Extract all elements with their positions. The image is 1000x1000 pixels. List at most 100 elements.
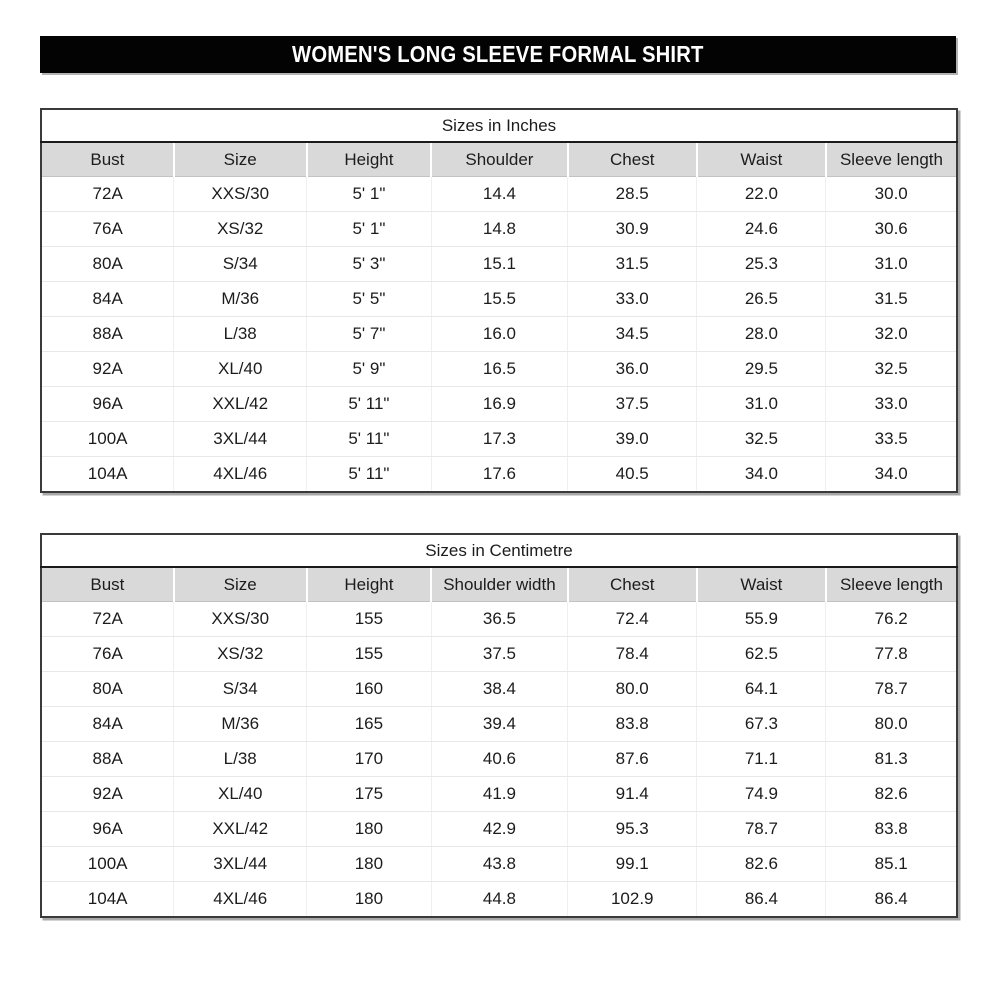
table-cell: 72A	[41, 176, 174, 212]
table-cell: 37.5	[430, 636, 568, 672]
table-row: 76A XS/32 5' 1" 14.8 30.9 24.6 30.6	[41, 211, 957, 247]
table-cell: 5' 9"	[306, 351, 432, 387]
table-cell: 95.3	[567, 811, 697, 847]
table-title-row: Sizes in Inches	[41, 109, 957, 143]
table-cell: XL/40	[173, 351, 307, 387]
table-row: 84A M/36 5' 5" 15.5 33.0 26.5 31.5	[41, 281, 957, 317]
table-cell: 180	[306, 846, 432, 882]
inches-table: Sizes in Inches Bust Size Height Shoulder Che…	[40, 108, 958, 493]
table-title: Sizes in Inches	[41, 109, 957, 143]
table-cell: 5' 11"	[306, 386, 432, 422]
table-cell: 76A	[41, 636, 174, 672]
table-row: 88A L/38 5' 7" 16.0 34.5 28.0 32.0	[41, 316, 957, 352]
column-header: Shoulder width	[430, 567, 569, 602]
sizes-in-inches-table: Sizes in Inches Bust Size Height Shoulder Che…	[40, 108, 958, 493]
table-cell: 5' 11"	[306, 456, 432, 492]
table-cell: 86.4	[696, 881, 826, 917]
table-cell: M/36	[173, 281, 307, 317]
table-cell: 41.9	[430, 776, 568, 812]
table-cell: 36.5	[430, 601, 568, 637]
table-cell: XXL/42	[173, 386, 307, 422]
title-banner: WOMEN'S LONG SLEEVE FORMAL SHIRT	[40, 36, 956, 73]
column-header-row: Bust Size Height Shoulder Chest Waist Sleeve l…	[41, 142, 957, 177]
table-cell: 67.3	[696, 706, 826, 742]
table-cell: 32.5	[696, 421, 826, 457]
table-cell: 32.5	[825, 351, 957, 387]
table-cell: 74.9	[696, 776, 826, 812]
table-cell: 31.0	[696, 386, 826, 422]
table-cell: 42.9	[430, 811, 568, 847]
table-cell: 36.0	[567, 351, 697, 387]
table-cell: 34.5	[567, 316, 697, 352]
table-row: 96A XXL/42 5' 11" 16.9 37.5 31.0 33.0	[41, 386, 957, 422]
table-cell: 15.1	[430, 246, 568, 282]
table-cell: 76.2	[825, 601, 957, 637]
table-cell: 155	[306, 601, 432, 637]
table-cell: 14.4	[430, 176, 568, 212]
table-cell: 104A	[41, 881, 174, 917]
column-header: Waist	[695, 142, 827, 177]
table-cell: 160	[306, 671, 432, 707]
table-cell: 80.0	[825, 706, 957, 742]
table-cell: XXL/42	[173, 811, 307, 847]
table-cell: 39.0	[567, 421, 697, 457]
table-cell: 64.1	[696, 671, 826, 707]
table-cell: 55.9	[696, 601, 826, 637]
table-cell: 77.8	[825, 636, 957, 672]
table-cell: L/38	[173, 741, 307, 777]
table-cell: 92A	[41, 351, 174, 387]
table-cell: 78.7	[696, 811, 826, 847]
table-cell: 82.6	[696, 846, 826, 882]
table-cell: 5' 3"	[306, 246, 432, 282]
table-cell: 44.8	[430, 881, 568, 917]
table-cell: 14.8	[430, 211, 568, 247]
table-cell: 78.4	[567, 636, 697, 672]
table-cell: 175	[306, 776, 432, 812]
table-cell: 84A	[41, 706, 174, 742]
table-cell: 104A	[41, 456, 174, 492]
column-header: Shoulder	[430, 142, 569, 177]
table-cell: 16.0	[430, 316, 568, 352]
table-cell: 43.8	[430, 846, 568, 882]
table-cell: 5' 5"	[306, 281, 432, 317]
table-cell: 3XL/44	[173, 846, 307, 882]
table-cell: 81.3	[825, 741, 957, 777]
column-header: Height	[305, 567, 433, 602]
table-cell: 34.0	[825, 456, 957, 492]
table-cell: 17.6	[430, 456, 568, 492]
table-cell: 71.1	[696, 741, 826, 777]
table-cell: 84A	[41, 281, 174, 317]
table-cell: 34.0	[696, 456, 826, 492]
table-cell: 40.6	[430, 741, 568, 777]
column-header-row: Bust Size Height Shoulder width Chest Waist Sl…	[41, 567, 957, 602]
table-cell: 38.4	[430, 671, 568, 707]
table-cell: 3XL/44	[173, 421, 307, 457]
table-row: 100A 3XL/44 5' 11" 17.3 39.0 32.5 33.5	[41, 421, 957, 457]
table-cell: 29.5	[696, 351, 826, 387]
table-cell: 72.4	[567, 601, 697, 637]
table-cell: S/34	[173, 246, 307, 282]
column-header: Waist	[695, 567, 827, 602]
table-cell: 15.5	[430, 281, 568, 317]
table-cell: 96A	[41, 811, 174, 847]
table-cell: 16.5	[430, 351, 568, 387]
table-row: 100A 3XL/44 180 43.8 99.1 82.6 85.1	[41, 846, 957, 882]
table-cell: 88A	[41, 316, 174, 352]
table-cell: 72A	[41, 601, 174, 637]
table-row: 84A M/36 165 39.4 83.8 67.3 80.0	[41, 706, 957, 742]
table-cell: 4XL/46	[173, 881, 307, 917]
table-cell: 85.1	[825, 846, 957, 882]
table-cell: 25.3	[696, 246, 826, 282]
table-cell: L/38	[173, 316, 307, 352]
table-cell: 102.9	[567, 881, 697, 917]
table-cell: 28.0	[696, 316, 826, 352]
table-cell: 86.4	[825, 881, 957, 917]
sizes-in-centimetre-table: Sizes in Centimetre Bust Size Height Shoulde…	[40, 533, 958, 918]
table-title: Sizes in Centimetre	[41, 534, 957, 568]
table-cell: S/34	[173, 671, 307, 707]
table-cell: 180	[306, 881, 432, 917]
table-cell: 78.7	[825, 671, 957, 707]
table-cell: 87.6	[567, 741, 697, 777]
table-row: 72A XXS/30 155 36.5 72.4 55.9 76.2	[41, 601, 957, 637]
table-cell: XXS/30	[173, 176, 307, 212]
